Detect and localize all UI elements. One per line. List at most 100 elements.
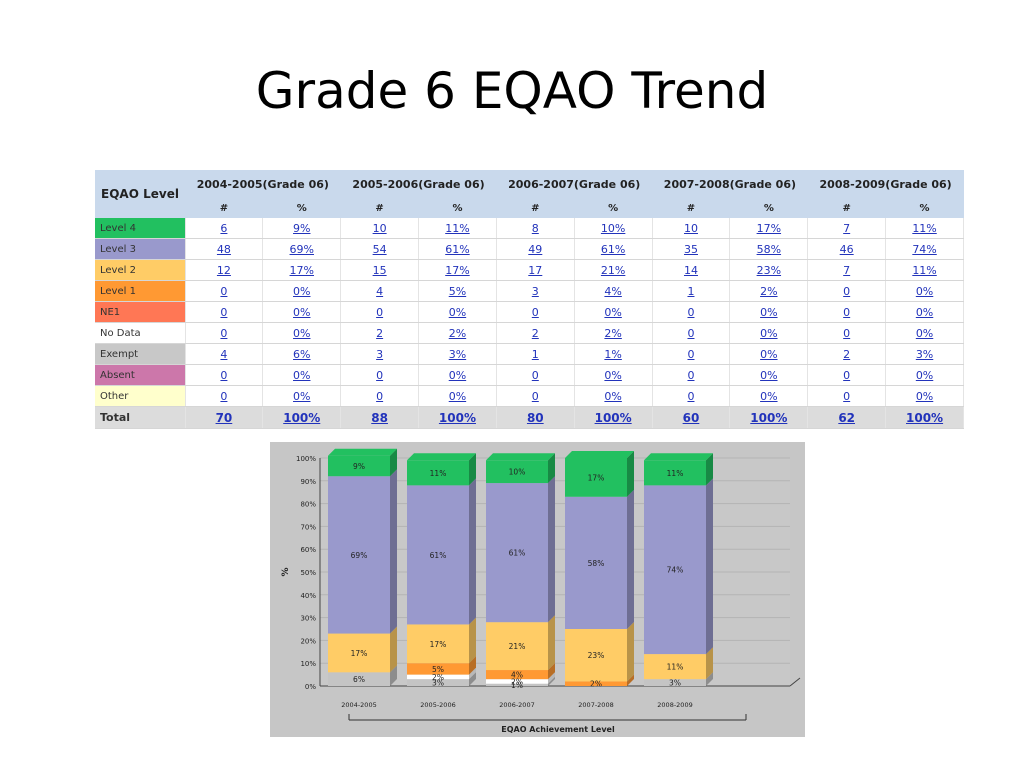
percent-link[interactable]: 17% bbox=[756, 221, 782, 235]
percent-link[interactable]: 17% bbox=[289, 263, 314, 277]
count-link[interactable]: 7 bbox=[843, 221, 851, 235]
percent-link[interactable]: 10% bbox=[600, 221, 626, 235]
count-link[interactable]: 0 bbox=[376, 368, 384, 382]
percent-link[interactable]: 0% bbox=[448, 389, 467, 403]
percent-link[interactable]: 0% bbox=[760, 326, 778, 340]
count-link[interactable]: 6 bbox=[220, 221, 228, 235]
percent-link[interactable]: 0% bbox=[915, 305, 934, 319]
percent-link[interactable]: 0% bbox=[915, 389, 934, 403]
count-link[interactable]: 0 bbox=[687, 389, 695, 403]
percent-link[interactable]: 0% bbox=[293, 389, 311, 403]
percent-link[interactable]: 11% bbox=[912, 263, 937, 277]
percent-link[interactable]: 4% bbox=[604, 284, 622, 298]
count-link[interactable]: 4 bbox=[220, 347, 228, 361]
count-link[interactable]: 0 bbox=[220, 389, 228, 403]
total-percent-link[interactable]: 100% bbox=[438, 410, 476, 425]
percent-link[interactable]: 11% bbox=[445, 221, 470, 235]
count-link[interactable]: 0 bbox=[843, 368, 851, 382]
percent-link[interactable]: 0% bbox=[604, 305, 622, 319]
count-link[interactable]: 0 bbox=[843, 305, 851, 319]
count-link[interactable]: 0 bbox=[843, 389, 851, 403]
percent-link[interactable]: 3% bbox=[915, 347, 934, 361]
count-link[interactable]: 0 bbox=[376, 389, 384, 403]
percent-link[interactable]: 3% bbox=[448, 347, 467, 361]
count-link[interactable]: 0 bbox=[220, 284, 228, 298]
percent-link[interactable]: 69% bbox=[289, 242, 314, 256]
count-link[interactable]: 48 bbox=[216, 242, 231, 256]
total-percent-link[interactable]: 100% bbox=[283, 410, 321, 425]
count-link[interactable]: 35 bbox=[683, 242, 698, 256]
percent-link[interactable]: 21% bbox=[600, 263, 626, 277]
count-link[interactable]: 0 bbox=[687, 368, 695, 382]
count-link[interactable]: 0 bbox=[531, 305, 539, 319]
total-count-link[interactable]: 60 bbox=[682, 410, 700, 425]
total-percent-link[interactable]: 100% bbox=[906, 410, 944, 425]
count-link[interactable]: 0 bbox=[220, 368, 228, 382]
percent-link[interactable]: 2% bbox=[604, 326, 622, 340]
percent-link[interactable]: 0% bbox=[604, 368, 622, 382]
total-count-link[interactable]: 88 bbox=[371, 410, 388, 425]
count-link[interactable]: 0 bbox=[687, 326, 695, 340]
percent-link[interactable]: 61% bbox=[600, 242, 626, 256]
count-link[interactable]: 0 bbox=[220, 326, 228, 340]
percent-link[interactable]: 9% bbox=[293, 221, 311, 235]
percent-link[interactable]: 2% bbox=[448, 326, 467, 340]
count-link[interactable]: 0 bbox=[376, 305, 384, 319]
count-link[interactable]: 54 bbox=[372, 242, 387, 256]
total-count-link[interactable]: 62 bbox=[838, 410, 856, 425]
total-count-link[interactable]: 70 bbox=[215, 410, 233, 425]
count-link[interactable]: 3 bbox=[376, 347, 384, 361]
total-percent-link[interactable]: 100% bbox=[750, 410, 788, 425]
percent-link[interactable]: 11% bbox=[912, 221, 937, 235]
percent-link[interactable]: 0% bbox=[293, 305, 311, 319]
count-link[interactable]: 0 bbox=[220, 305, 228, 319]
count-link[interactable]: 14 bbox=[683, 263, 698, 277]
percent-link[interactable]: 0% bbox=[915, 326, 934, 340]
percent-link[interactable]: 0% bbox=[915, 284, 934, 298]
percent-link[interactable]: 0% bbox=[448, 368, 467, 382]
count-link[interactable]: 0 bbox=[687, 305, 695, 319]
count-link[interactable]: 4 bbox=[376, 284, 384, 298]
percent-link[interactable]: 6% bbox=[293, 347, 311, 361]
count-link[interactable]: 0 bbox=[531, 389, 539, 403]
count-link[interactable]: 1 bbox=[687, 284, 695, 298]
percent-link[interactable]: 74% bbox=[912, 242, 937, 256]
percent-link[interactable]: 0% bbox=[293, 284, 311, 298]
percent-link[interactable]: 0% bbox=[760, 368, 778, 382]
count-link[interactable]: 15 bbox=[372, 263, 387, 277]
percent-link[interactable]: 0% bbox=[760, 305, 778, 319]
count-link[interactable]: 49 bbox=[528, 242, 543, 256]
percent-link[interactable]: 5% bbox=[448, 284, 467, 298]
count-link[interactable]: 7 bbox=[843, 263, 851, 277]
count-link[interactable]: 8 bbox=[531, 221, 539, 235]
percent-link[interactable]: 0% bbox=[448, 305, 467, 319]
count-link[interactable]: 2 bbox=[376, 326, 384, 340]
count-link[interactable]: 10 bbox=[372, 221, 387, 235]
percent-link[interactable]: 0% bbox=[604, 389, 622, 403]
percent-link[interactable]: 0% bbox=[760, 389, 778, 403]
percent-link[interactable]: 1% bbox=[604, 347, 622, 361]
percent-link[interactable]: 2% bbox=[760, 284, 778, 298]
count-link[interactable]: 0 bbox=[687, 347, 695, 361]
percent-link[interactable]: 58% bbox=[756, 242, 782, 256]
count-link[interactable]: 2 bbox=[843, 347, 851, 361]
count-link[interactable]: 10 bbox=[683, 221, 698, 235]
count-link[interactable]: 0 bbox=[531, 368, 539, 382]
total-percent-link[interactable]: 100% bbox=[594, 410, 632, 425]
count-link[interactable]: 2 bbox=[531, 326, 539, 340]
count-link[interactable]: 46 bbox=[839, 242, 854, 256]
count-link[interactable]: 1 bbox=[531, 347, 539, 361]
percent-link[interactable]: 0% bbox=[760, 347, 778, 361]
count-link[interactable]: 12 bbox=[216, 263, 231, 277]
percent-link[interactable]: 0% bbox=[293, 368, 311, 382]
count-link[interactable]: 0 bbox=[843, 284, 851, 298]
count-link[interactable]: 0 bbox=[843, 326, 851, 340]
percent-link[interactable]: 0% bbox=[293, 326, 311, 340]
total-count-link[interactable]: 80 bbox=[526, 410, 544, 425]
percent-link[interactable]: 61% bbox=[445, 242, 470, 256]
percent-link[interactable]: 17% bbox=[445, 263, 470, 277]
count-link[interactable]: 3 bbox=[531, 284, 539, 298]
count-link[interactable]: 17 bbox=[528, 263, 543, 277]
percent-link[interactable]: 0% bbox=[915, 368, 934, 382]
percent-link[interactable]: 23% bbox=[756, 263, 782, 277]
